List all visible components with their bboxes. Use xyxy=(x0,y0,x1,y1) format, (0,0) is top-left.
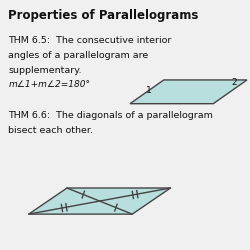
Polygon shape xyxy=(29,188,171,214)
Text: angles of a parallelogram are: angles of a parallelogram are xyxy=(8,52,149,60)
Text: supplementary.: supplementary. xyxy=(8,66,82,75)
Text: THM 6.5:  The consecutive interior: THM 6.5: The consecutive interior xyxy=(8,36,172,45)
Text: 1: 1 xyxy=(146,86,152,95)
Text: 2: 2 xyxy=(232,78,237,87)
Text: m∠1+m∠2=180°: m∠1+m∠2=180° xyxy=(8,80,90,89)
Text: Properties of Parallelograms: Properties of Parallelograms xyxy=(8,9,199,22)
Text: bisect each other.: bisect each other. xyxy=(8,126,93,135)
Polygon shape xyxy=(130,80,247,104)
Text: THM 6.6:  The diagonals of a parallelogram: THM 6.6: The diagonals of a parallelogra… xyxy=(8,111,214,120)
